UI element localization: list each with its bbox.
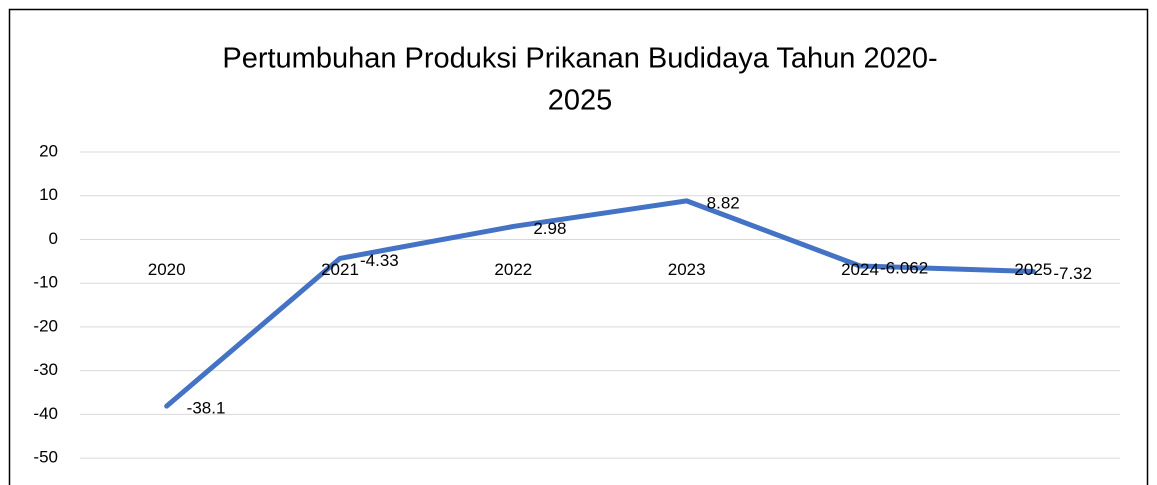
data-line xyxy=(164,198,1036,409)
chart-frame xyxy=(8,8,1149,485)
x-tick-label: 2025 xyxy=(1014,260,1052,279)
data-label: -38.1 xyxy=(187,399,226,418)
y-tick-label: 20 xyxy=(39,141,58,160)
x-tick-label: 2021 xyxy=(321,260,359,279)
x-tick-label: 2024 xyxy=(841,260,879,279)
data-label: -7.32 xyxy=(1053,264,1092,283)
x-tick-label: 2023 xyxy=(668,260,706,279)
y-tick-label: -40 xyxy=(33,404,58,423)
data-label: -6.062 xyxy=(880,258,928,277)
y-tick-label: 10 xyxy=(39,185,58,204)
chart-title: 2025 xyxy=(548,85,613,117)
y-tick-label: 0 xyxy=(49,229,58,248)
x-tick-label: 2022 xyxy=(494,260,532,279)
y-tick-label: -20 xyxy=(33,316,58,335)
y-tick-label: -50 xyxy=(33,448,58,467)
chart-title: Pertumbuhan Produksi Prikanan Budidaya T… xyxy=(222,43,937,75)
data-label: -4.33 xyxy=(360,251,399,270)
data-label: 2.98 xyxy=(533,219,566,238)
y-tick-label: -30 xyxy=(33,360,58,379)
data-label: 8.82 xyxy=(707,193,740,212)
x-tick-label: 2020 xyxy=(148,260,186,279)
y-tick-label: -10 xyxy=(33,273,58,292)
